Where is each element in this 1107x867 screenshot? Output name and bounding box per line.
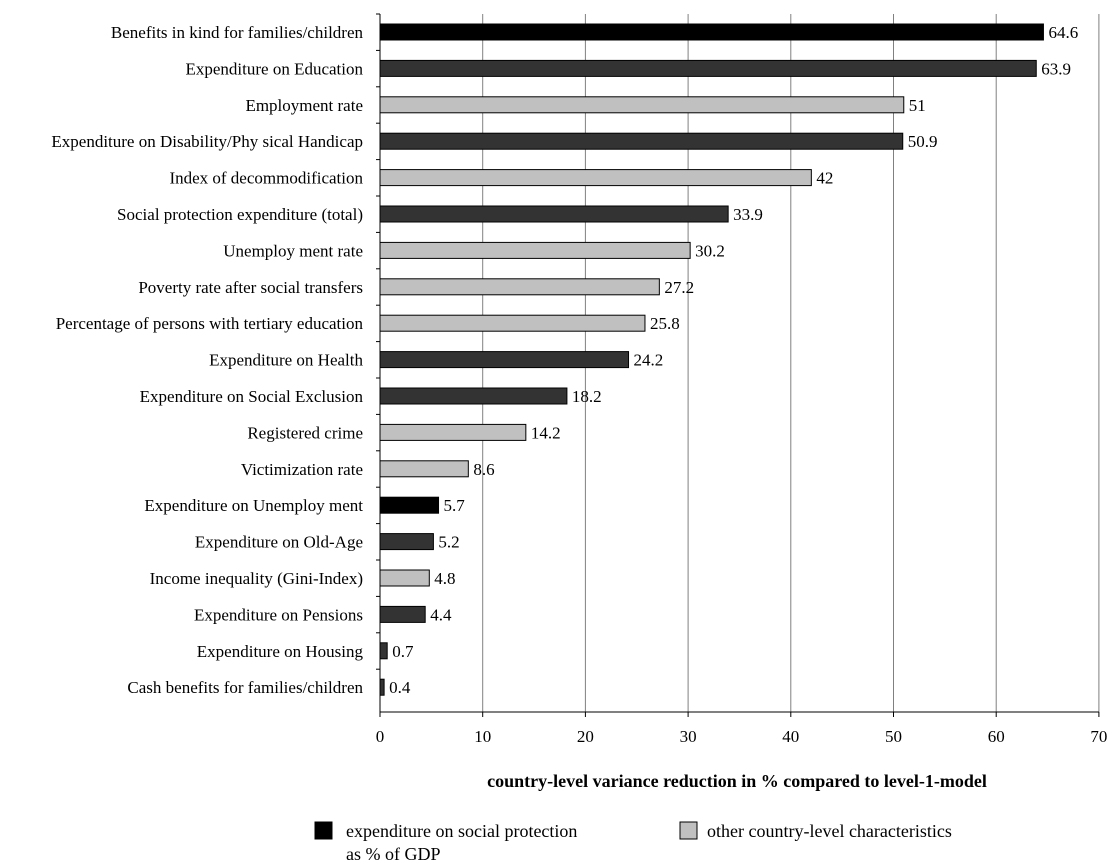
category-label: Index of decommodification — [169, 169, 363, 188]
value-label: 0.4 — [389, 678, 411, 697]
bar — [379, 351, 630, 369]
value-label: 51 — [909, 96, 926, 115]
category-label: Expenditure on Pensions — [194, 605, 363, 624]
category-label: Income inequality (Gini-Index) — [150, 569, 363, 588]
bar — [379, 205, 729, 223]
category-label: Expenditure on Social Exclusion — [140, 387, 364, 406]
value-label: 50.9 — [908, 132, 938, 151]
value-label: 14.2 — [531, 423, 561, 442]
category-label: Social protection expenditure (total) — [117, 205, 363, 224]
x-tick-label: 0 — [376, 727, 385, 746]
bar — [379, 96, 905, 114]
value-label: 64.6 — [1048, 23, 1078, 42]
value-labels: 64.6 63.9 51 50.9 42 33.9 30.227.2 25.8 24.2 18.2… — [389, 23, 1078, 697]
value-label: 30.2 — [695, 241, 725, 260]
bar — [379, 678, 385, 696]
category-label: Expenditure on Health — [209, 351, 363, 370]
value-label: 4.4 — [430, 605, 452, 624]
x-tick-label: 70 — [1090, 727, 1107, 746]
value-label: 5.2 — [438, 533, 459, 552]
category-label: Benefits in kind for families/children — [111, 23, 364, 42]
bar — [379, 642, 388, 660]
bar — [379, 169, 812, 187]
x-tick-label: 60 — [988, 727, 1005, 746]
bar — [379, 387, 568, 405]
bar — [379, 23, 1044, 41]
legend-swatch — [679, 821, 698, 840]
bar — [379, 460, 469, 478]
value-label: 18.2 — [572, 387, 602, 406]
bars — [379, 23, 1044, 696]
category-label: Expenditure on Old-Age — [195, 533, 363, 552]
value-label: 25.8 — [650, 314, 680, 333]
category-label: Poverty rate after social transfers — [138, 278, 363, 297]
value-label: 63.9 — [1041, 59, 1071, 78]
bar — [379, 605, 426, 623]
x-tick-label: 10 — [474, 727, 491, 746]
legend: expenditure on social protection as % of … — [314, 821, 952, 864]
bar — [379, 496, 440, 514]
x-tick-label: 30 — [680, 727, 697, 746]
x-tick-label: 50 — [885, 727, 902, 746]
category-label: Expenditure on Housing — [197, 642, 364, 661]
bar — [379, 569, 430, 587]
category-label: Victimization rate — [241, 460, 363, 479]
bar — [379, 533, 434, 551]
category-labels: Benefits in kind for families/children Ex… — [51, 23, 363, 697]
value-label: 27.2 — [664, 278, 694, 297]
category-label: Expenditure on Education — [185, 59, 363, 78]
bar — [379, 241, 691, 259]
bar — [379, 132, 904, 150]
value-label: 33.9 — [733, 205, 763, 224]
category-label: Registered crime — [247, 423, 363, 442]
value-label: 0.7 — [392, 642, 414, 661]
grid-lines — [482, 14, 1100, 712]
bar — [379, 314, 646, 332]
value-label: 5.7 — [444, 496, 466, 515]
x-tick-label: 20 — [577, 727, 594, 746]
bar — [379, 59, 1037, 77]
x-axis: 0 10 20 30 40 50 60 70 — [376, 13, 1107, 746]
x-axis-title: country-level variance reduction in % co… — [487, 771, 987, 791]
category-label: Unemploy ment rate — [223, 241, 363, 260]
legend-label: expenditure on social protection — [346, 821, 577, 841]
category-label: Percentage of persons with tertiary educ… — [56, 314, 364, 333]
category-label: Cash benefits for families/children — [127, 678, 363, 697]
category-label: Expenditure on Unemploy ment — [144, 496, 363, 515]
legend-label: other country-level characteristics — [707, 821, 952, 841]
legend-swatch — [314, 821, 333, 840]
bar — [379, 423, 527, 441]
x-tick-label: 40 — [782, 727, 799, 746]
legend-label-line2: as % of GDP — [346, 844, 441, 864]
category-label: Employment rate — [245, 96, 363, 115]
bar — [379, 278, 660, 296]
value-label: 42 — [816, 169, 833, 188]
value-label: 24.2 — [634, 351, 664, 370]
value-label: 4.8 — [434, 569, 455, 588]
value-label: 8.6 — [473, 460, 494, 479]
category-label: Expenditure on Disability/Phy sical Hand… — [51, 132, 363, 151]
